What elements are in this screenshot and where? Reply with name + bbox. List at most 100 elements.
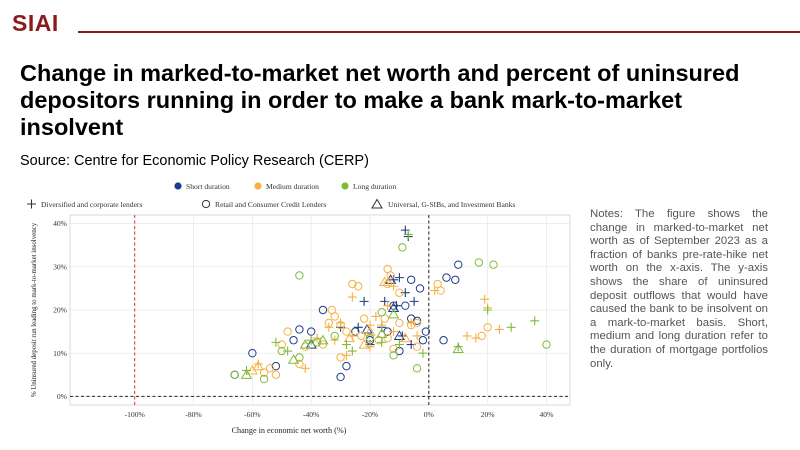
point-medium-circle [356,331,366,341]
point-medium-plus [389,327,399,337]
point-short-circle [248,348,257,358]
point-short-circle [442,273,451,282]
point-medium-plus [365,320,375,330]
point-long-plus [530,316,540,326]
point-medium-circle [265,364,275,373]
point-medium-plus [480,294,490,304]
point-medium-triangle [343,332,356,343]
point-short-circle [342,361,351,371]
point-medium-triangle [252,360,264,371]
point-medium-circle [271,370,281,379]
point-short-triangle [387,302,400,312]
point-long-circle [330,331,339,341]
header-rule [78,31,800,33]
point-medium-circle [324,318,334,328]
point-long-circle [377,307,386,317]
y-tick-label: 30% [53,262,68,271]
point-medium-circle [412,318,422,328]
point-short-circle [295,325,304,334]
point-long-plus [341,340,351,350]
point-long-circle [389,351,398,360]
point-long-circle [277,346,286,356]
point-medium-plus [377,320,387,330]
point-long-triangle [376,328,388,338]
point-short-circle [289,336,298,345]
point-medium-plus [462,331,472,341]
reference-lines [70,215,570,405]
x-tick-label: 40% [540,410,555,419]
point-medium-plus [330,335,340,345]
legend-marker-circle [201,199,211,209]
point-medium-plus [412,331,422,341]
x-tick-label: -80% [185,410,202,419]
point-short-circle [439,336,448,345]
point-medium-circle [342,327,351,336]
point-short-circle [454,260,463,269]
point-medium-circle [383,333,392,343]
x-axis-title: Change in economic net worth (%) [232,426,347,435]
point-medium-circle [330,312,339,321]
point-long-circle [489,260,498,269]
point-short-circle [351,327,360,336]
point-medium-triangle [399,332,411,343]
scatter-chart: Short duration Medium duration Long dura… [22,175,577,440]
point-medium-circle [395,318,404,328]
legend-bank-type: Diversified and corporate lenders Retail… [27,198,515,209]
legend-label-short: Short duration [186,182,230,191]
point-short-circle [401,301,410,310]
point-medium-circle [318,340,328,349]
data-points [230,225,551,384]
legend-label-universal: Universal, G-SIBs, and Investment Banks [388,200,515,209]
point-short-circle [412,316,422,325]
point-medium-circle [283,327,292,336]
point-medium-plus [347,292,357,302]
point-medium-plus [383,301,393,311]
point-medium-circle [389,344,398,354]
y-axis-title: % Uninsured deposit run leading to mark-… [31,222,38,397]
point-medium-circle [483,323,492,332]
point-medium-plus [300,363,310,373]
point-medium-triangle [364,326,376,336]
legend-marker-medium [254,182,262,190]
legend-marker-long [341,182,349,190]
point-long-triangle [452,343,464,353]
point-long-circle [542,340,551,349]
x-tick-label: -60% [244,410,261,419]
point-medium-circle [277,340,286,349]
point-short-circle [415,284,425,293]
y-tick-label: 10% [53,349,68,358]
x-tick-label: -20% [362,410,379,419]
point-long-circle [295,271,304,280]
point-medium-circle [374,336,384,345]
legend-marker-plus [27,199,36,209]
point-medium-plus [430,286,440,296]
point-long-plus [377,337,387,347]
point-long-triangle [287,354,300,364]
point-medium-circle [259,368,269,377]
point-medium-circle [386,271,395,280]
point-medium-circle [395,288,404,297]
point-long-plus [283,346,293,356]
point-medium-plus [365,342,375,352]
legend-marker-triangle [371,198,383,209]
legend-label-diversified: Diversified and corporate lenders [41,200,142,209]
point-long-circle [412,364,422,373]
tick-labels: -100% -80% -60% -40% -20% 0% 20% 40% 0% 10% 20% 30%… [53,219,554,419]
point-long-plus [418,348,428,358]
legend-label-retail: Retail and Consumer Credit Lenders [215,200,326,209]
point-long-plus [271,337,281,347]
point-short-circle [451,275,460,284]
siai-logo: SIAI [12,10,59,36]
point-long-circle [365,333,375,343]
point-short-triangle [384,274,397,284]
point-short-circle [406,275,416,284]
point-short-plus [409,296,419,306]
point-short-plus [394,273,404,283]
figure-notes: Notes: The figure shows the change in ma… [590,208,768,370]
point-long-triangle [317,334,329,345]
point-long-circle [398,243,407,252]
point-medium-circle [477,331,486,341]
x-tick-label: 0% [424,410,435,419]
y-tick-label: 20% [53,306,68,315]
point-long-plus [483,305,493,315]
